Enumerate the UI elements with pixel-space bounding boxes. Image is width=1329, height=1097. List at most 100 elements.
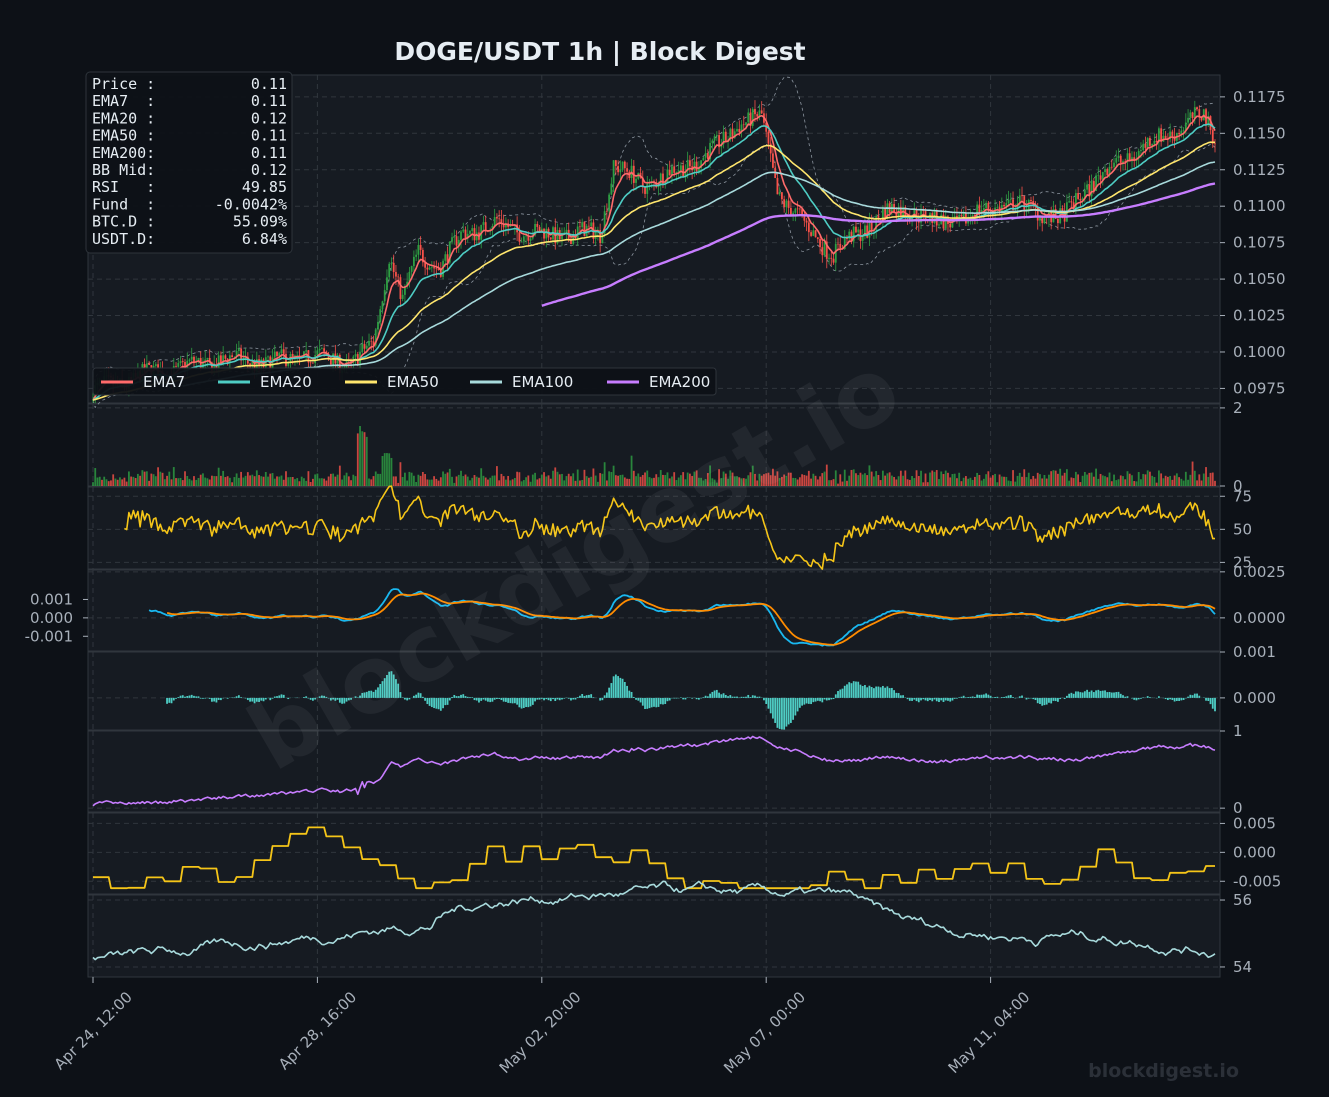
hist-bar: [960, 696, 963, 698]
hist-bar: [868, 685, 871, 698]
volume-bar: [179, 477, 182, 486]
volume-bar: [1054, 470, 1057, 486]
hist-bar: [978, 694, 981, 698]
volume-bar: [715, 482, 718, 486]
hist-bar: [500, 697, 503, 701]
volume-bar: [1117, 479, 1120, 486]
candle-body: [614, 160, 617, 167]
candle-body: [1101, 172, 1104, 180]
hist-bar: [1068, 693, 1071, 698]
hist-bar: [798, 697, 801, 708]
volume-bar: [1077, 474, 1080, 486]
candle-body: [549, 237, 552, 240]
volume-bar: [1162, 478, 1165, 486]
hist-bar: [1070, 692, 1073, 698]
candle-body: [1021, 195, 1023, 197]
candle-body: [184, 362, 186, 370]
info-value: 49.85: [242, 178, 287, 196]
hist-bar: [897, 693, 900, 698]
candle-body: [1164, 135, 1167, 139]
candle-body: [769, 143, 772, 154]
volume-bar: [926, 482, 929, 486]
hist-bar: [220, 697, 222, 701]
volume-bar: [848, 475, 851, 486]
hist-bar: [772, 697, 774, 719]
volume-bar: [547, 475, 550, 486]
hist-bar: [336, 697, 339, 700]
volume-bar: [132, 476, 135, 486]
candle-body: [738, 128, 741, 133]
hist-bar: [545, 697, 548, 700]
hist-bar: [213, 697, 216, 702]
ytick-label-fund: -0.005: [1233, 872, 1281, 890]
hist-bar: [976, 694, 979, 698]
candle-body: [785, 200, 788, 208]
series-ema7: [92, 114, 1216, 401]
legend-label-ema50: EMA50: [387, 373, 439, 391]
panel-hist: [87, 651, 1221, 731]
volume-bar: [597, 481, 599, 486]
volume-bar: [588, 477, 590, 486]
volume-bar: [1180, 478, 1183, 486]
volume-bar: [350, 480, 352, 486]
hist-bar: [944, 697, 947, 701]
candle-body: [181, 361, 184, 363]
candle-body: [740, 124, 743, 133]
hist-bar: [318, 696, 321, 698]
candle-body: [758, 110, 761, 117]
volume-bar: [1025, 477, 1028, 486]
volume-bar: [1108, 472, 1111, 486]
volume-bar: [913, 478, 916, 486]
legend-frame: [92, 367, 717, 396]
volume-bar: [911, 476, 913, 486]
hist-bar: [249, 697, 251, 702]
hist-bar: [641, 697, 644, 706]
hist-bar: [695, 697, 698, 700]
volume-bar: [929, 472, 931, 486]
volume-bar: [1122, 476, 1124, 486]
series-ema100: [182, 161, 1216, 387]
candle-body: [675, 171, 678, 173]
candle-body: [154, 364, 157, 366]
hist-bar: [264, 697, 267, 700]
volume-bar: [592, 468, 595, 486]
hist-bar: [592, 697, 595, 698]
volume-bar: [906, 479, 909, 486]
hist-bar: [579, 695, 581, 698]
volume-bar: [843, 469, 846, 486]
hist-bar: [628, 690, 631, 698]
volume-bar: [947, 472, 949, 486]
hist-bar: [899, 695, 902, 698]
candle-body: [565, 229, 568, 233]
hist-bar: [1131, 697, 1133, 699]
volume-bar: [235, 473, 238, 486]
volume-bar: [435, 478, 438, 486]
info-box: Price : 0.11 EMA7 : 0.11 EMA20 : 0.12 EMA50 : 0…: [85, 71, 293, 254]
candle-body: [1180, 130, 1183, 135]
candle-body: [1128, 153, 1131, 162]
candle-body: [709, 142, 711, 160]
candle-body: [471, 228, 474, 231]
footer-brand: blockdigest.io: [1088, 1060, 1239, 1082]
hist-bar: [428, 697, 431, 706]
hist-bar: [776, 697, 779, 728]
volume-bar: [1018, 472, 1021, 486]
hist-bar: [186, 695, 189, 698]
volume-bar: [466, 476, 469, 486]
candle-body: [724, 131, 727, 142]
hist-bar: [498, 697, 501, 699]
panel-obv: [87, 730, 1221, 813]
hist-bar: [1211, 697, 1214, 709]
volume-bar: [614, 475, 617, 486]
hist-bar: [680, 697, 682, 698]
candle-body: [608, 194, 611, 212]
hist-bar: [884, 687, 887, 698]
volume-bar: [1045, 478, 1048, 486]
volume-bar: [671, 476, 673, 486]
volume-bar: [996, 482, 999, 486]
candle-body: [913, 209, 916, 217]
volume-bar: [1097, 478, 1100, 486]
candle-body: [982, 208, 985, 210]
candle-body: [718, 135, 720, 148]
chart-legend: EMA7 EMA20 EMA50 EMA100 EMA200: [92, 367, 717, 396]
